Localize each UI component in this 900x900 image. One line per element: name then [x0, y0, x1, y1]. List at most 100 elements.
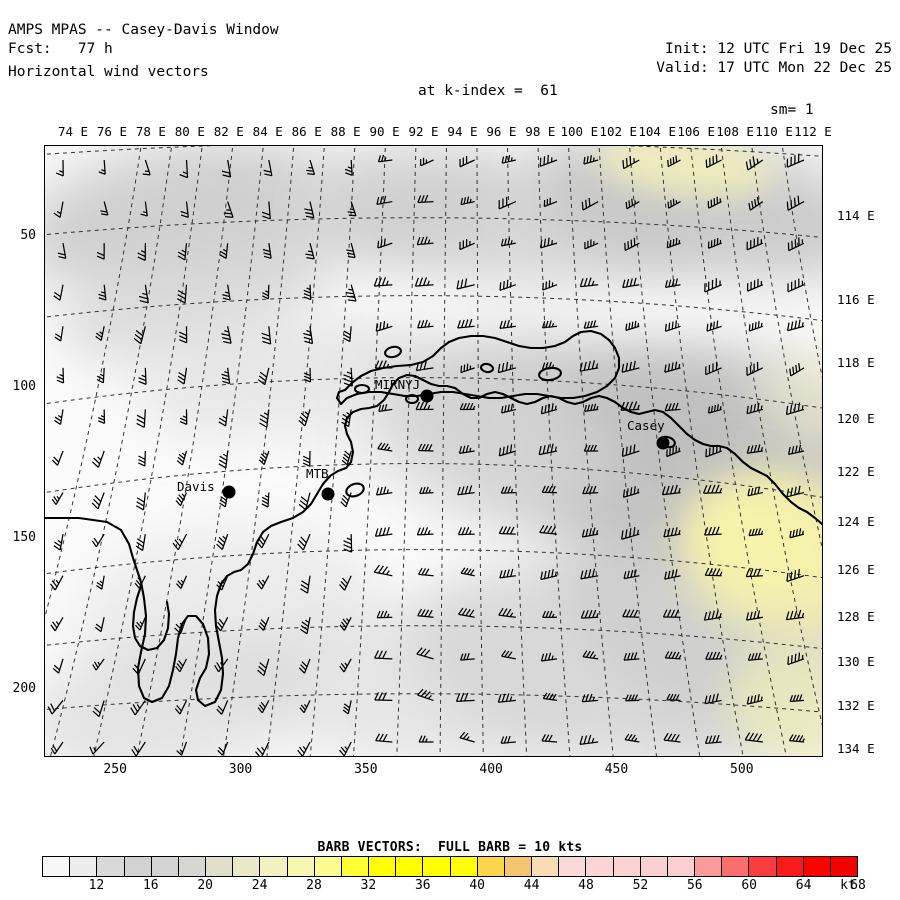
graticule — [45, 146, 822, 756]
colorbar-cell — [396, 857, 424, 876]
header-k-index: at k-index = 61 — [418, 83, 558, 99]
lon-top-label: 112 E — [794, 124, 832, 139]
colorbar-cell — [206, 857, 234, 876]
station-marker[interactable] — [656, 436, 670, 450]
lon-right-label: 124 E — [837, 514, 875, 530]
map-canvas: Davis MTB MIRNYJ Casey — [45, 146, 822, 756]
x-axis-tick-label: 350 — [354, 762, 378, 777]
station-label: MTB — [306, 466, 329, 481]
colorbar-cell — [423, 857, 451, 876]
colorbar-tick-label: 12 — [88, 878, 105, 893]
colorbar-tick-label: 16 — [142, 878, 159, 893]
y-axis-tick-label: 150 — [12, 529, 36, 545]
lon-right-label: 114 E — [837, 208, 875, 223]
colorbar-tick-label: 32 — [360, 878, 377, 893]
axis-left-labels: 50 100 150 200 — [0, 145, 42, 757]
lon-top-label: 98 E — [525, 124, 556, 139]
x-axis-tick-label: 300 — [228, 762, 253, 777]
colorbar-cell — [450, 857, 478, 876]
station-marker[interactable] — [222, 485, 236, 499]
colorbar-cell — [667, 857, 696, 876]
lon-right-label: 134 E — [837, 741, 875, 756]
lon-top-label: 100 E — [560, 124, 599, 139]
lon-right-label: 120 E — [837, 411, 875, 427]
colorbar-cell — [70, 857, 98, 876]
x-axis-tick-label: 450 — [604, 762, 629, 777]
colorbar-cell — [151, 857, 179, 876]
lon-right-label: 118 E — [837, 355, 875, 371]
lon-top-label: 78 E — [135, 124, 166, 139]
lon-top-label: 88 E — [330, 124, 361, 139]
colorbar-tick-label: 20 — [197, 878, 214, 893]
lon-right-label: 126 E — [837, 562, 875, 578]
colorbar-cell — [341, 857, 370, 876]
colorbar-tick-label: 60 — [741, 878, 758, 893]
header-init: Init: 12 UTC Fri 19 Dec 25 — [665, 41, 892, 57]
lon-right-label: 132 E — [837, 697, 875, 713]
colorbar-tick-label: 44 — [523, 878, 540, 893]
y-axis-tick-label: 100 — [12, 378, 36, 394]
x-axis-tick-label: 250 — [103, 762, 127, 777]
lon-top-label: 84 E — [252, 124, 283, 139]
colorbar-tick-labels: 12 16 20 24 28 32 36 40 44 48 52 56 60 64 68 kt — [0, 877, 900, 895]
colorbar[interactable] — [42, 856, 858, 877]
station-marker[interactable] — [420, 389, 434, 403]
station-marker[interactable] — [321, 487, 335, 501]
colorbar-tick-label: 64 — [795, 878, 812, 893]
colorbar-title: BARB VECTORS: FULL BARB = 10 kts — [317, 840, 583, 855]
colorbar-tick-label: 40 — [469, 878, 486, 893]
y-axis-tick-label: 50 — [20, 227, 36, 243]
lon-top-label: 82 E — [213, 124, 244, 139]
colorbar-cell — [504, 857, 533, 876]
lon-top-label: 92 E — [408, 124, 439, 139]
colorbar-cell — [124, 857, 152, 876]
lon-top-label: 86 E — [291, 124, 322, 139]
header-forecast-hour: Fcst: 77 h — [8, 41, 113, 57]
lon-right-label: 128 E — [837, 608, 875, 624]
axis-top-longitude-labels: 74 E 76 E 78 E 80 E 82 E 84 E 86 E 88 E 90 E 92 E… — [0, 124, 900, 140]
colorbar-cell — [178, 857, 207, 876]
header-title: AMPS MPAS -- Casey-Davis Window — [8, 22, 279, 38]
x-axis-tick-label: 400 — [479, 762, 503, 777]
colorbar-cell — [586, 857, 614, 876]
header-field-name: Horizontal wind vectors — [8, 64, 209, 80]
colorbar-cell — [559, 857, 587, 876]
colorbar-cell — [776, 857, 804, 876]
y-axis-tick-label: 200 — [12, 680, 36, 696]
header: AMPS MPAS -- Casey-Davis Window Init: 12… — [0, 0, 900, 118]
axis-bottom-labels: 250 300 350 400 450 500 — [0, 762, 900, 778]
colorbar-tick-label: 48 — [578, 878, 594, 893]
colorbar-cell — [287, 857, 315, 876]
lon-top-label: 96 E — [486, 124, 517, 139]
lon-top-label: 108 E — [716, 124, 754, 139]
lon-top-label: 110 E — [755, 124, 793, 139]
colorbar-cell — [640, 857, 668, 876]
station-label: MIRNYJ — [375, 377, 420, 392]
lon-top-label: 102 E — [599, 124, 638, 139]
lon-right-label: 130 E — [837, 653, 875, 669]
header-smoothing: sm= 1 — [770, 102, 814, 118]
colorbar-unit-label: kt — [840, 878, 856, 893]
colorbar-tick-label: 24 — [251, 878, 268, 893]
colorbar-cell — [532, 857, 560, 876]
colorbar-cell — [314, 857, 342, 876]
colorbar-cell — [722, 857, 750, 876]
colorbar-tick-label: 28 — [306, 878, 322, 893]
colorbar-cell — [477, 857, 505, 876]
colorbar-cell — [803, 857, 831, 876]
axis-right-longitude-labels: 114 E 116 E 118 E 120 E 122 E 124 E 126 E 128 E… — [831, 145, 900, 757]
header-valid-time: Valid: 17 UTC Mon 22 Dec 25 — [656, 60, 892, 76]
map-plot-area[interactable]: Davis MTB MIRNYJ Casey — [44, 145, 823, 757]
stations: Davis MTB MIRNYJ Casey — [177, 377, 670, 501]
lon-right-label: 122 E — [837, 464, 875, 480]
lon-top-label: 104 E — [638, 124, 677, 139]
lon-top-label: 80 E — [174, 124, 205, 139]
colorbar-cell — [97, 857, 125, 876]
colorbar-tick-label: 56 — [686, 878, 703, 893]
lon-top-label: 76 E — [96, 124, 127, 139]
colorbar-cell — [260, 857, 288, 876]
lon-top-label: 90 E — [369, 124, 400, 139]
colorbar-cell — [43, 857, 71, 876]
station-label: Casey — [627, 418, 665, 433]
